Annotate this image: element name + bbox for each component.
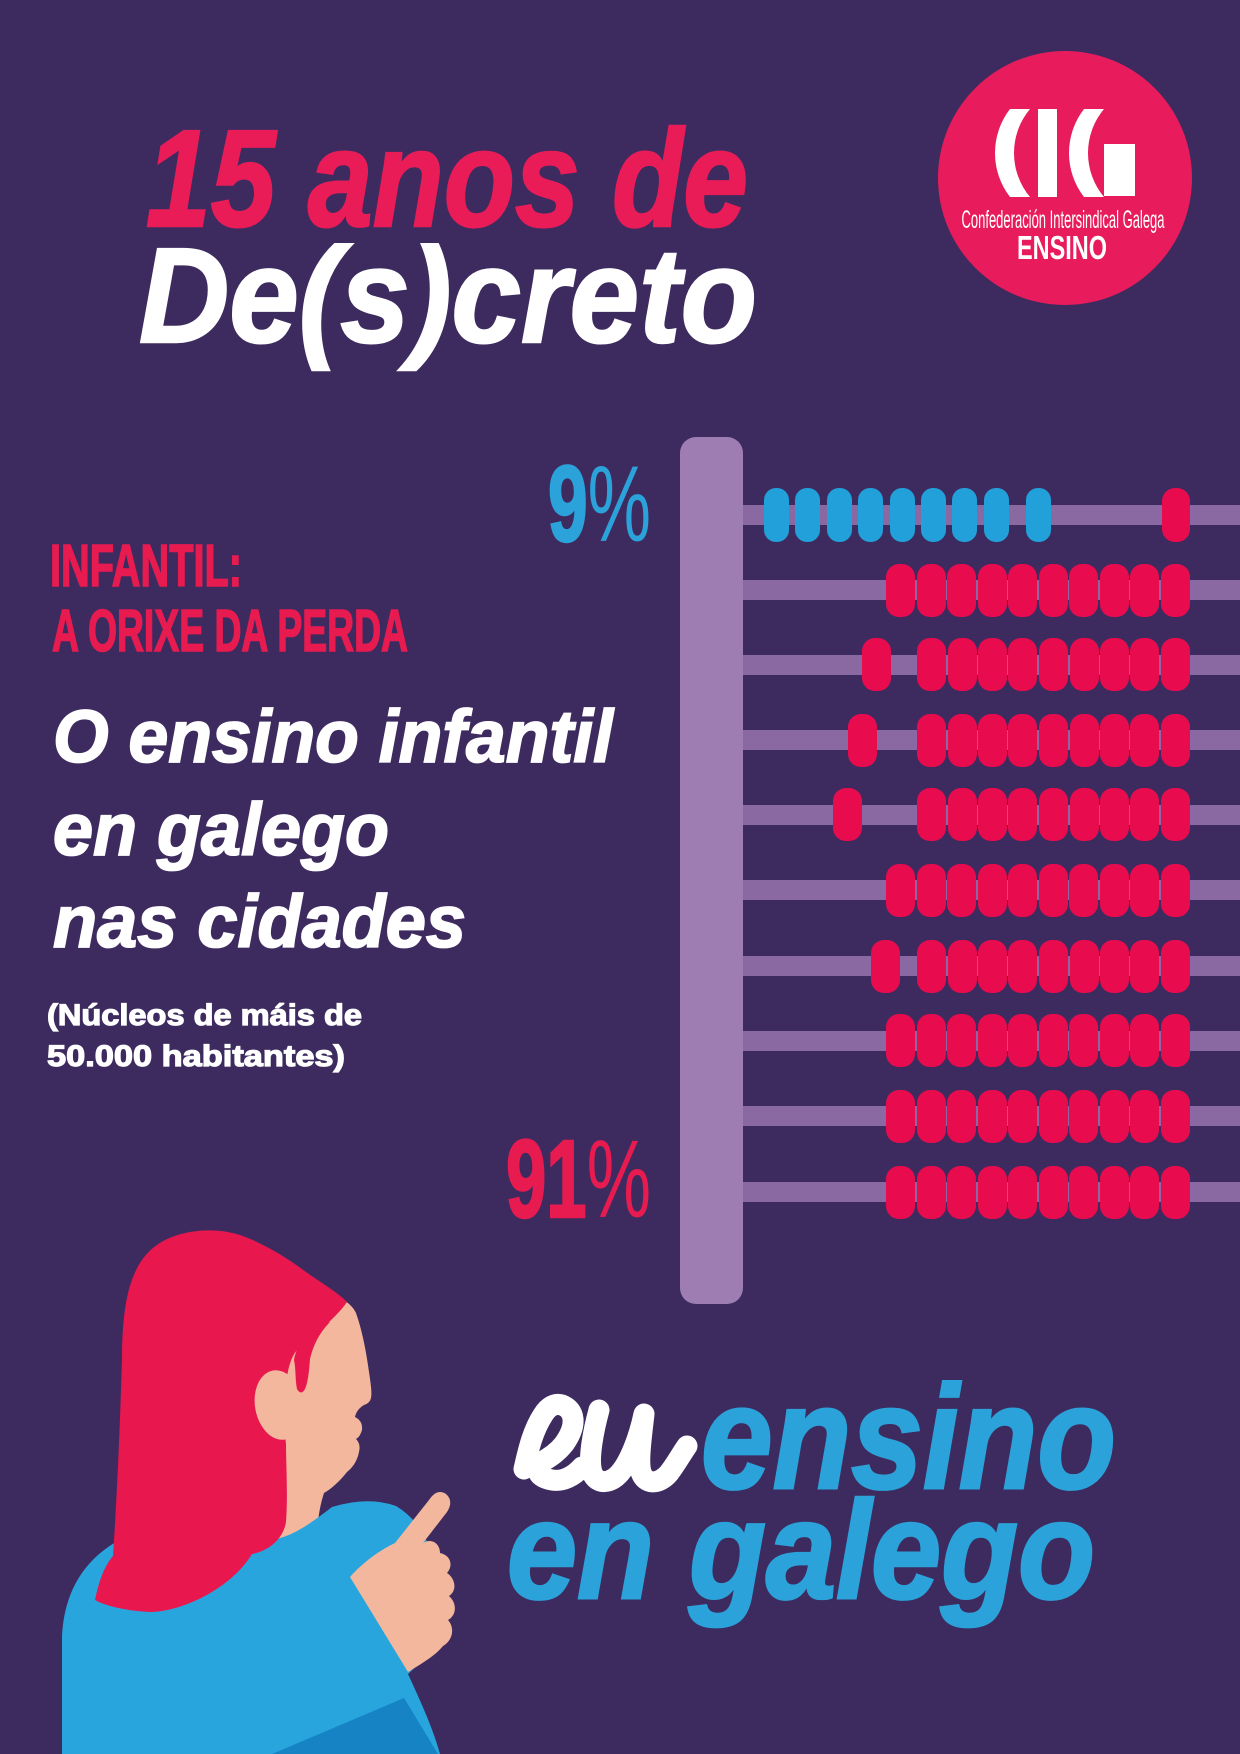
svg-text:A ORIXE DA PERDA: A ORIXE DA PERDA bbox=[52, 598, 408, 664]
svg-text:9%: 9% bbox=[548, 443, 651, 564]
svg-text:Confederación Intersindical Ga: Confederación Intersindical Galega bbox=[962, 206, 1165, 234]
svg-text:91%: 91% bbox=[506, 1118, 651, 1241]
svg-text:50.000 habitantes): 50.000 habitantes) bbox=[47, 1040, 345, 1073]
svg-text:(Núcleos de máis de: (Núcleos de máis de bbox=[47, 999, 362, 1032]
svg-text:15 anos de: 15 anos de bbox=[146, 102, 748, 256]
svg-text:ensino: ensino bbox=[701, 1356, 1116, 1520]
svg-text:O ensino infantil: O ensino infantil bbox=[53, 695, 614, 778]
svg-text:nas cidades: nas cidades bbox=[53, 880, 466, 963]
svg-text:en galego: en galego bbox=[53, 788, 389, 871]
svg-text:en galego: en galego bbox=[507, 1473, 1095, 1628]
svg-text:ENSINO: ENSINO bbox=[1017, 229, 1107, 266]
svg-text:INFANTIL:: INFANTIL: bbox=[50, 533, 242, 599]
svg-text:De(s)creto: De(s)creto bbox=[139, 220, 757, 371]
